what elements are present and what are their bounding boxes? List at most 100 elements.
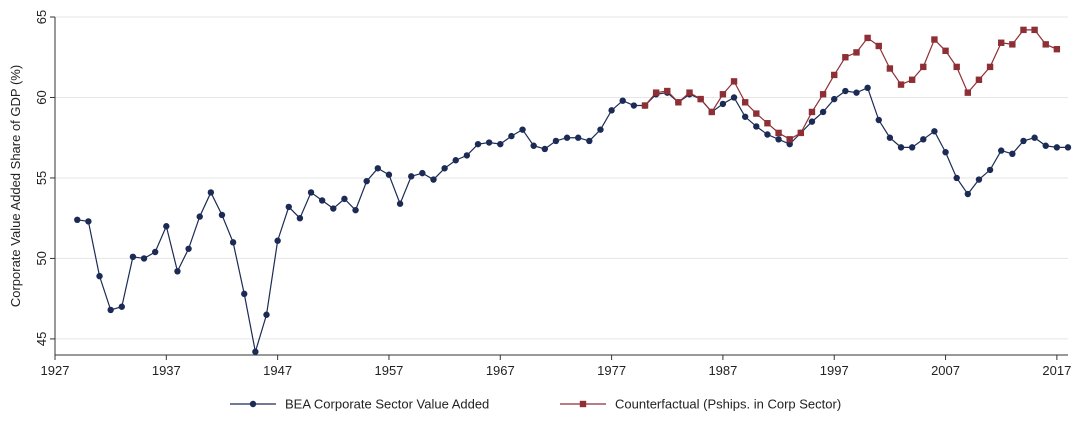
data-point — [85, 218, 92, 225]
data-point — [920, 136, 927, 143]
x-tick-label: 1977 — [597, 363, 626, 378]
y-tick-label: 55 — [34, 171, 49, 185]
data-point — [652, 89, 660, 96]
legend-label: Counterfactual (Pships. in Corp Sector) — [615, 397, 841, 412]
data-point — [953, 174, 960, 182]
data-point — [753, 110, 760, 117]
data-point — [574, 134, 582, 141]
data-point — [519, 126, 526, 133]
data-point — [730, 78, 738, 85]
data-point — [875, 42, 882, 50]
data-point — [730, 94, 738, 101]
data-point — [341, 195, 348, 203]
data-point — [819, 108, 827, 116]
data-point — [953, 63, 960, 71]
data-point — [675, 99, 682, 106]
data-point — [986, 166, 994, 174]
data-point — [853, 89, 860, 96]
data-point — [908, 76, 916, 83]
data-point — [363, 177, 370, 185]
data-point — [385, 171, 393, 178]
data-point — [864, 34, 871, 42]
data-point — [942, 47, 949, 54]
data-point — [563, 134, 571, 141]
data-point — [964, 89, 972, 96]
data-point — [719, 91, 727, 98]
x-tick-label: 2007 — [931, 363, 960, 378]
data-point — [485, 139, 493, 146]
data-point — [151, 248, 159, 256]
data-point — [107, 306, 114, 314]
data-point — [998, 39, 1005, 46]
data-point — [942, 149, 949, 156]
data-point — [964, 190, 972, 198]
data-point — [697, 95, 704, 103]
data-point — [920, 63, 927, 71]
data-point — [196, 213, 203, 220]
data-point — [1031, 26, 1038, 34]
data-point — [1064, 144, 1072, 151]
data-point — [764, 120, 771, 127]
data-point — [552, 137, 560, 145]
data-point — [441, 165, 448, 172]
data-point — [497, 140, 504, 148]
data-point — [474, 140, 482, 148]
data-point — [74, 216, 81, 223]
data-point — [1031, 134, 1038, 141]
data-point — [463, 152, 471, 159]
data-point — [1020, 137, 1027, 145]
data-point — [775, 129, 782, 137]
x-tick-label: 1967 — [486, 363, 515, 378]
data-point — [419, 169, 426, 177]
data-point — [1042, 41, 1049, 48]
data-point — [753, 123, 760, 130]
data-point — [1009, 150, 1016, 158]
data-point — [374, 165, 382, 172]
data-point — [853, 49, 860, 56]
data-point — [686, 89, 693, 96]
data-point — [975, 76, 983, 83]
data-point — [775, 136, 782, 143]
data-point — [808, 108, 816, 116]
series-line — [77, 87, 1068, 352]
data-point — [174, 268, 181, 275]
data-point — [664, 87, 671, 95]
data-point — [708, 108, 715, 116]
data-point — [831, 95, 838, 103]
data-point — [597, 126, 604, 133]
x-tick-label: 2017 — [1042, 363, 1071, 378]
data-point — [741, 99, 749, 106]
data-point — [508, 132, 515, 140]
data-point — [819, 91, 827, 98]
data-point — [975, 176, 983, 183]
data-point — [886, 134, 894, 141]
y-tick-label: 45 — [34, 332, 49, 346]
data-point — [252, 348, 259, 355]
data-point — [430, 176, 437, 183]
y-tick-label: 60 — [34, 90, 49, 104]
legend: BEA Corporate Sector Value Added Counterf… — [230, 397, 841, 412]
data-point — [96, 272, 103, 280]
data-point — [318, 197, 326, 204]
x-tick-label: 1987 — [708, 363, 737, 378]
data-point — [218, 211, 226, 219]
data-point — [897, 144, 905, 151]
data-point — [586, 137, 593, 145]
y-tick-label: 65 — [34, 10, 49, 24]
data-point — [842, 54, 849, 61]
data-point — [764, 131, 771, 138]
data-point — [808, 118, 816, 125]
data-point — [1053, 144, 1061, 151]
data-point — [1042, 142, 1049, 149]
data-point — [352, 206, 359, 214]
data-point — [719, 100, 727, 108]
y-tick-label: 50 — [34, 251, 49, 265]
legend-marker — [249, 400, 257, 408]
data-point — [630, 102, 638, 109]
data-point — [1009, 41, 1016, 48]
data-point — [118, 303, 125, 310]
x-tick-label: 1997 — [820, 363, 849, 378]
legend-marker — [579, 400, 587, 408]
data-point — [831, 71, 838, 79]
data-point — [619, 97, 626, 104]
